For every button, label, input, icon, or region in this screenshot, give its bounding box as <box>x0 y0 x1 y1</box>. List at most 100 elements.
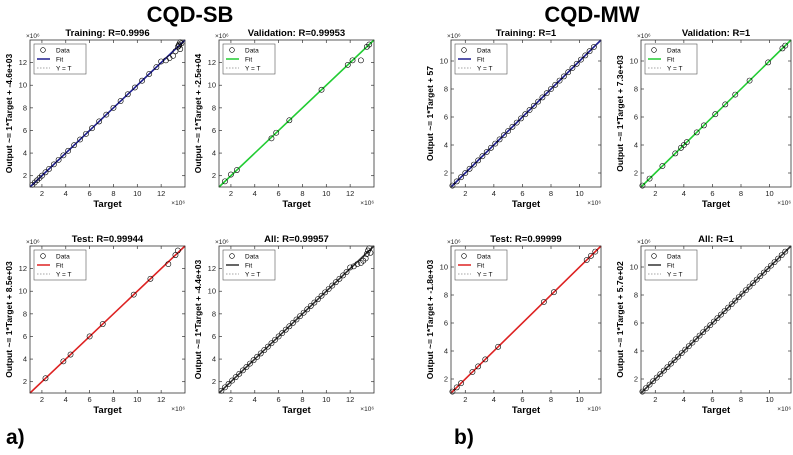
data-point <box>483 149 490 155</box>
y-axis-label: Output ~= 1*Target + -4.6e+03 <box>4 54 14 174</box>
data-point <box>83 130 89 137</box>
data-point <box>228 171 234 178</box>
plot-title: Test: R=0.99944 <box>72 234 144 245</box>
y-exponent-label: ×10⁶ <box>637 239 651 246</box>
data-point <box>678 350 685 356</box>
legend-data-marker <box>651 253 657 259</box>
y-tick-label: 8 <box>634 291 638 300</box>
data-point <box>500 132 507 139</box>
x-tick-label: 6 <box>277 189 281 198</box>
data-point <box>318 86 325 93</box>
data-point <box>139 77 145 84</box>
data-point <box>470 161 477 168</box>
data-point <box>329 282 336 289</box>
x-tick-label: 6 <box>710 189 714 198</box>
data-point <box>77 136 83 143</box>
data-point <box>671 357 678 364</box>
data-point <box>132 84 138 91</box>
legend-yt-label: Y = T <box>667 272 683 279</box>
data-point <box>99 321 106 327</box>
data-point <box>765 59 772 66</box>
data-point <box>700 329 707 335</box>
data-point <box>279 330 286 336</box>
legend-yt-label: Y = T <box>245 66 261 73</box>
panel-label-a: a) <box>6 426 25 449</box>
legend-data-label: Data <box>667 48 681 55</box>
data-point <box>732 297 739 304</box>
x-tick-label: 10 <box>765 189 773 198</box>
plot-title: Validation: R=0.99953 <box>248 28 345 39</box>
legend-yt-label: Y = T <box>56 272 72 279</box>
data-point <box>153 64 160 71</box>
y-tick-label: 4 <box>23 149 27 158</box>
data-point <box>304 306 311 313</box>
data-point <box>46 166 52 172</box>
data-point <box>718 311 724 318</box>
x-axis-label: Target <box>93 405 122 416</box>
y-tick-label: 12 <box>208 58 216 67</box>
data-point <box>60 152 67 159</box>
y-tick-label: 10 <box>19 287 27 296</box>
data-point <box>540 299 547 305</box>
y-tick-label: 4 <box>634 347 638 356</box>
legend-data-marker <box>461 253 467 259</box>
data-point <box>297 313 303 320</box>
y-tick-label: 8 <box>444 291 448 300</box>
group-title-cqd-sb: CQD-SB <box>146 2 234 27</box>
x-tick-label: 8 <box>739 189 743 198</box>
x-axis-label: Target <box>702 405 731 416</box>
data-point <box>55 156 62 163</box>
fit-line <box>29 245 186 394</box>
data-point <box>583 257 590 263</box>
data-point <box>530 102 537 109</box>
y-axis-label: Output ~= 1*Target + 57 <box>425 66 435 161</box>
data-point <box>229 377 236 384</box>
data-point <box>146 71 153 77</box>
x-tick-label: 8 <box>111 395 115 404</box>
data-point <box>556 77 563 84</box>
legend-data-marker <box>40 253 46 259</box>
data-point <box>750 280 757 286</box>
y-tick-label: 6 <box>634 113 638 122</box>
x-axis-label: Target <box>282 199 311 210</box>
data-point <box>743 287 749 293</box>
y-tick-label: 8 <box>212 309 216 318</box>
data-point <box>539 94 546 101</box>
y-tick-label: 10 <box>208 287 216 296</box>
data-point <box>264 343 271 350</box>
y-tick-label: 10 <box>19 81 27 90</box>
legend-data-label: Data <box>56 48 70 55</box>
data-point <box>650 378 657 384</box>
data-point <box>293 316 300 323</box>
data-point <box>675 353 682 360</box>
axes-frame <box>640 39 792 188</box>
y-tick-label: 8 <box>23 103 27 112</box>
data-point <box>172 48 179 55</box>
x-axis-label: Target <box>512 199 541 210</box>
x-tick-label: 10 <box>575 189 583 198</box>
x-exponent-label: ×10⁶ <box>360 200 374 207</box>
x-tick-label: 6 <box>277 395 281 404</box>
data-point <box>714 315 721 321</box>
axes-frame <box>450 245 602 394</box>
legend-fit-label: Fit <box>245 57 252 64</box>
regression-plot-3: Test: R=0.99944 2 4 6 8 10 12 2 4 6 8 10 12 ×10⁶ ×10⁶ T… <box>4 234 186 416</box>
data-point <box>300 309 307 316</box>
data-point <box>639 388 646 395</box>
data-point <box>710 318 717 325</box>
data-point <box>725 304 732 311</box>
legend-data-label: Data <box>477 254 491 261</box>
axes-frame <box>450 39 602 188</box>
data-point <box>659 163 666 169</box>
data-point <box>739 290 746 297</box>
legend-fit-label: Fit <box>667 263 674 270</box>
y-tick-label: 10 <box>440 57 448 66</box>
data-point <box>449 388 456 395</box>
y-tick-label: 10 <box>630 57 638 66</box>
data-point <box>685 343 692 349</box>
data-point <box>172 252 179 258</box>
y-tick-label: 8 <box>444 85 448 94</box>
x-tick-label: 12 <box>346 189 354 198</box>
legend-yt-label: Y = T <box>56 66 72 73</box>
data-point <box>550 289 557 296</box>
